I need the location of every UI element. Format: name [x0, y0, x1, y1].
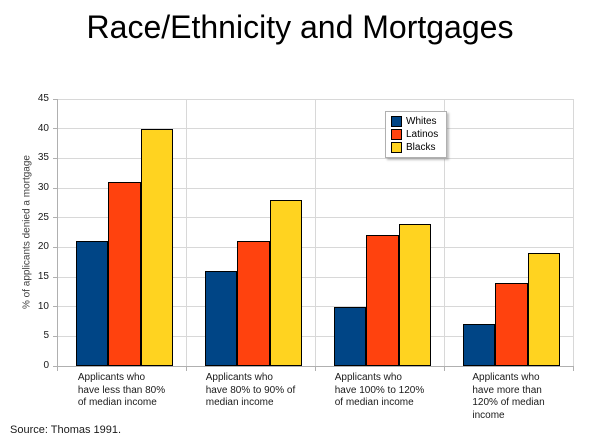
y-tick-label: 10: [37, 300, 49, 312]
category-label: Applicants who have more than 120% of me…: [472, 372, 545, 421]
y-axis-tick: [53, 98, 57, 100]
y-axis-tick: [53, 276, 57, 278]
x-axis-line: [57, 366, 574, 367]
y-axis-line: [57, 99, 58, 367]
x-axis-tick: [185, 367, 187, 371]
y-tick-label: 30: [37, 182, 49, 193]
legend-item-blacks: Blacks: [391, 142, 438, 153]
y-tick-label: 15: [37, 271, 49, 282]
y-tick-label: 25: [37, 211, 49, 223]
y-axis-tick: [53, 335, 57, 337]
y-tick-label: 5: [43, 330, 49, 342]
legend-label: Whites: [406, 116, 437, 127]
legend-label: Latinos: [406, 129, 439, 140]
gridline-vertical: [314, 99, 316, 366]
y-tick-label: 40: [37, 122, 49, 134]
bar-whites-group1: [76, 241, 109, 366]
y-axis-tick: [53, 217, 57, 219]
gridline-vertical: [443, 99, 445, 366]
legend: Whites Latinos Blacks: [385, 111, 448, 158]
bar-blacks-group4: [527, 253, 560, 366]
y-axis-tick: [53, 128, 57, 130]
legend-item-latinos: Latinos: [391, 129, 438, 140]
legend-swatch-whites-icon: [391, 116, 402, 127]
y-axis-tick: [53, 306, 57, 308]
y-tick-label: 20: [37, 241, 49, 253]
category-label: Applicants who have 100% to 120% of medi…: [334, 372, 425, 408]
chart-title: Race/Ethnicity and Mortgages: [86, 9, 514, 45]
category-label-wrap: Applicants who have 80% to 90% of median…: [186, 372, 315, 410]
bar-blacks-group2: [269, 199, 302, 366]
category-label: Applicants who have less than 80% of med…: [77, 372, 166, 408]
category-label-wrap: Applicants who have more than 120% of me…: [444, 372, 573, 422]
y-tick-label: 0: [43, 360, 49, 371]
bar-latinos-group3: [366, 235, 399, 366]
y-axis-tick: [53, 157, 57, 159]
legend-item-whites: Whites: [391, 116, 438, 127]
y-axis-tick: [53, 187, 57, 189]
category-label-wrap: Applicants who have less than 80% of med…: [57, 372, 186, 410]
bar-latinos-group2: [237, 241, 270, 366]
bar-latinos-group4: [495, 282, 528, 366]
x-axis-tick: [443, 367, 445, 371]
x-axis-tick: [56, 367, 58, 371]
gridline-vertical: [572, 99, 574, 366]
source-note: Source: Thomas 1991.: [10, 424, 122, 436]
gridline-vertical: [185, 99, 187, 366]
bar-whites-group2: [205, 271, 238, 366]
y-tick-label: 35: [37, 152, 49, 164]
bar-whites-group4: [463, 324, 496, 366]
bar-whites-group3: [334, 306, 367, 366]
legend-label: Blacks: [406, 142, 436, 153]
x-axis-tick: [572, 367, 574, 371]
plot-area: 0 5 10 15 20 25 30 35 40 45 Applicants who have le…: [38, 93, 574, 421]
category-label-wrap: Applicants who have 100% to 120% of medi…: [315, 372, 444, 410]
x-axis-tick: [314, 367, 316, 371]
category-label: Applicants who have 80% to 90% of median…: [205, 372, 296, 408]
legend-swatch-latinos-icon: [391, 129, 402, 140]
legend-swatch-blacks-icon: [391, 142, 402, 153]
y-axis-tick: [53, 246, 57, 248]
bar-blacks-group1: [140, 128, 173, 366]
y-axis-tick: [53, 365, 57, 367]
y-tick-label: 45: [37, 93, 49, 104]
bar-blacks-group3: [398, 223, 431, 366]
bar-latinos-group1: [108, 182, 141, 366]
y-axis-title: % of applicants denied a mortgage: [21, 155, 33, 309]
